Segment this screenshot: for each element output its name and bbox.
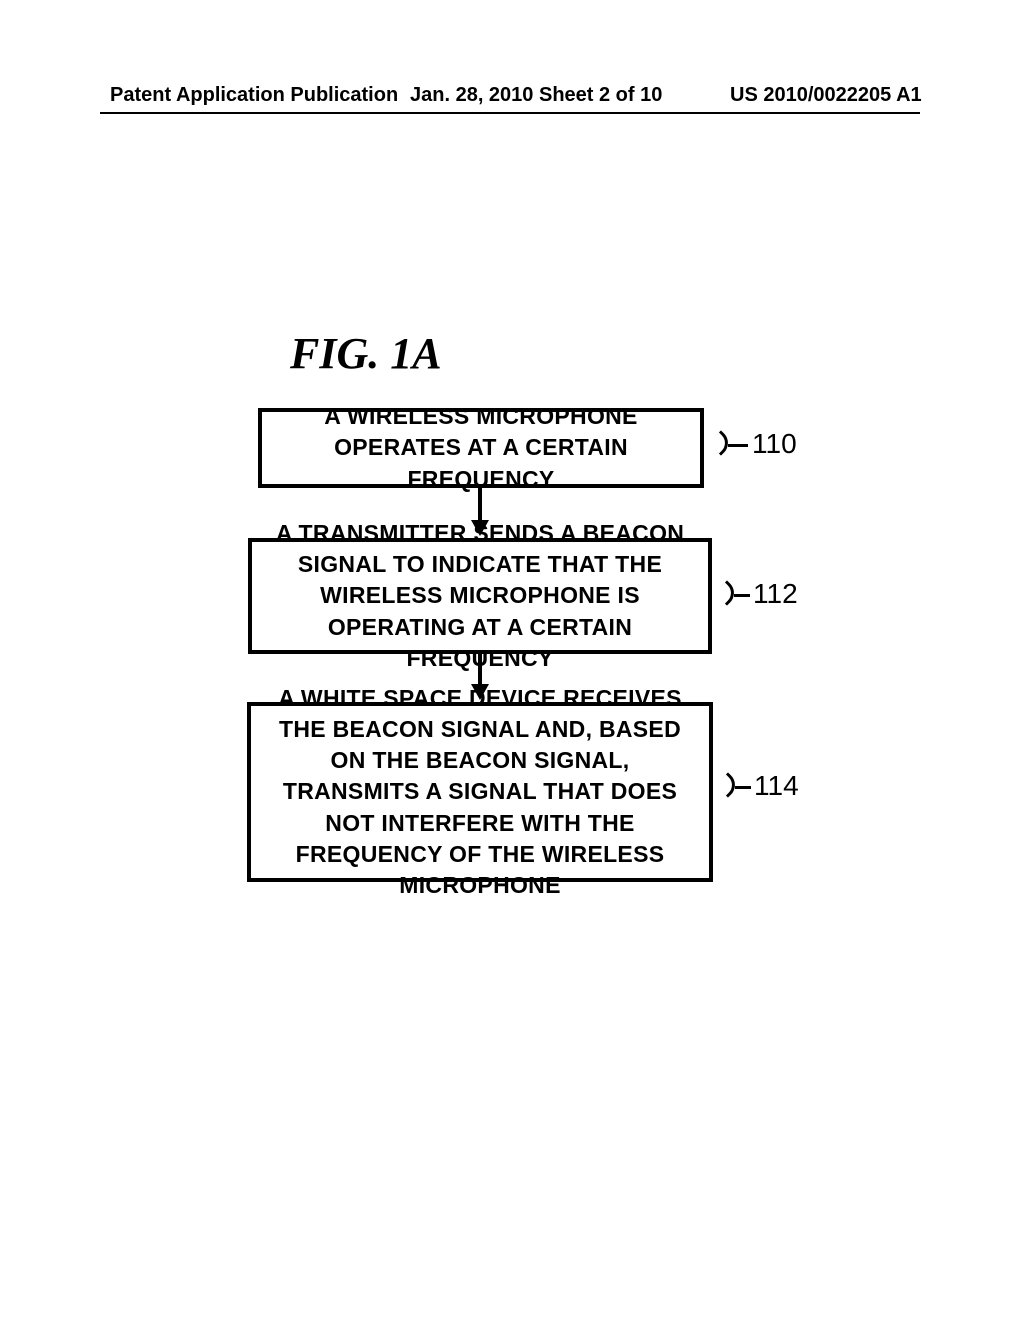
- flow-box-110-text: A WIRELESS MICROPHONE OPERATES AT A CERT…: [272, 401, 690, 494]
- figure-title: FIG. 1A: [290, 328, 442, 379]
- flow-box-110: A WIRELESS MICROPHONE OPERATES AT A CERT…: [258, 408, 704, 488]
- leader-curve-112: [714, 580, 739, 605]
- flow-box-112-text: A TRANSMITTER SENDS A BEACON SIGNAL TO I…: [262, 518, 698, 673]
- leader-curve-110: [708, 430, 733, 455]
- leader-curve-114: [715, 772, 740, 797]
- leader-114: [735, 786, 751, 789]
- header-right: US 2010/0022205 A1: [730, 84, 922, 107]
- header-rule: [100, 112, 920, 114]
- ref-110: 110: [752, 428, 797, 460]
- arrow-2-shaft: [478, 654, 482, 686]
- leader-112: [734, 594, 750, 597]
- arrow-1-shaft: [478, 488, 482, 522]
- flow-box-112: A TRANSMITTER SENDS A BEACON SIGNAL TO I…: [248, 538, 712, 654]
- header-left: Patent Application Publication: [110, 84, 398, 107]
- flow-box-114-text: A WHITE SPACE DEVICE RECEIVES THE BEACON…: [261, 683, 699, 900]
- ref-114: 114: [754, 770, 799, 802]
- flow-box-114: A WHITE SPACE DEVICE RECEIVES THE BEACON…: [247, 702, 713, 882]
- leader-110: [728, 444, 748, 447]
- ref-112: 112: [753, 578, 798, 610]
- header-mid: Jan. 28, 2010 Sheet 2 of 10: [410, 84, 662, 107]
